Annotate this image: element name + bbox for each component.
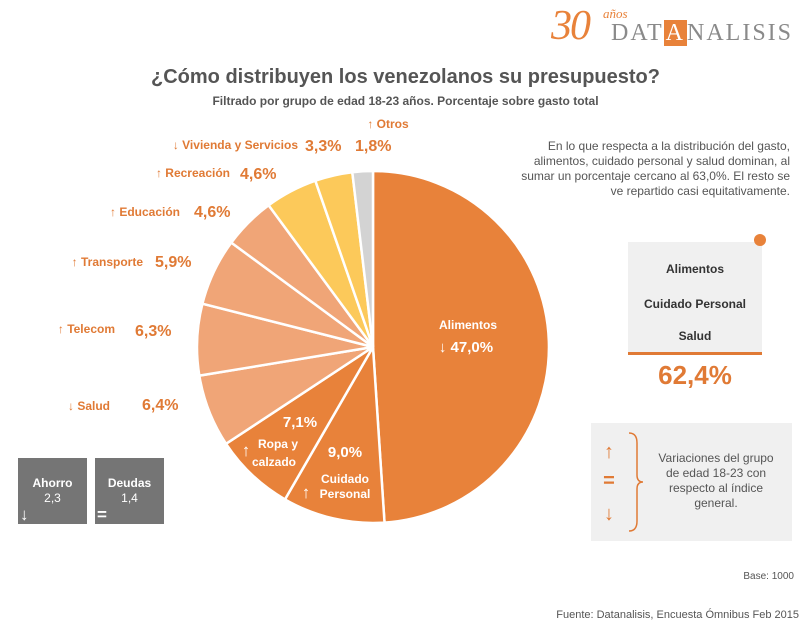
slice-value-educacion: 4,6% — [194, 204, 230, 221]
slice-label-transporte: ↑ Transporte — [72, 255, 144, 269]
pie-slice-alimentos — [371, 169, 551, 524]
description-text: En lo que respecta a la distribución del… — [521, 139, 790, 198]
datanalisis-logo: 30 años DATANALISIS — [551, 3, 801, 49]
source-note: Fuente: Datanalisis, Encuesta Ómnibus Fe… — [556, 609, 799, 621]
logo-brand: DATANALISIS — [611, 20, 794, 46]
slice-label-recreacion: ↑ Recreación — [156, 166, 230, 180]
deudas-label: Deudas — [107, 476, 152, 490]
slice-value-transporte: 5,9% — [155, 254, 191, 271]
logo-number: 30 — [551, 3, 591, 49]
slice-value-telecom: 6,3% — [135, 323, 171, 340]
summary-item-alimentos: Alimentos — [665, 262, 724, 276]
ahorro-label: Ahorro — [32, 476, 73, 490]
slice-label-telecom: ↑ Telecom — [58, 322, 115, 336]
base-note: Base: 1000 — [743, 571, 794, 582]
slice-value-cuidado-personal: 9,0% — [328, 444, 362, 461]
slice-value-salud: 6,4% — [142, 397, 178, 414]
chart-subtitle: Filtrado por grupo de edad 18-23 años. P… — [212, 94, 599, 108]
deudas-box: Deudas 1,4 = — [95, 458, 164, 524]
slice-value-otros: 1,8% — [355, 138, 391, 155]
slice-label-vivienda-y-servicios: ↓ Vivienda y Servicios — [173, 138, 299, 152]
slice-arrow-cuidado-personal: ↑ — [302, 483, 311, 502]
slice-label-alimentos: Alimentos — [439, 318, 497, 332]
slice-label-educacion: ↑ Educación — [110, 205, 180, 219]
brace-icon — [628, 432, 644, 532]
summary-item-salud: Salud — [678, 329, 712, 343]
slice-label-ropa-y-calzado-2: calzado — [252, 455, 296, 469]
variation-legend: ↑ = ↓ Variaciones del grupo de edad 18-2… — [591, 423, 792, 541]
slice-arrow-ropa-y-calzado: ↑ — [242, 441, 251, 460]
accent-dot — [754, 234, 766, 246]
pie-slice-cuidado-personal — [283, 342, 386, 525]
pie-slice-otros — [350, 169, 375, 348]
deudas-equal-icon: = — [97, 505, 107, 524]
slice-value-recreacion: 4,6% — [240, 166, 276, 183]
down-arrow-icon: ↓ — [604, 503, 614, 525]
logo-anos: años — [603, 6, 628, 21]
ahorro-down-arrow-icon: ↓ — [20, 505, 29, 524]
slice-value-ropa-y-calzado: 7,1% — [283, 414, 317, 431]
ahorro-box: Ahorro 2,3 ↓ — [18, 458, 87, 524]
up-arrow-icon: ↑ — [604, 441, 614, 463]
summary-box: Alimentos Cuidado Personal Salud — [628, 234, 766, 355]
slice-label-cuidado-personal-2: Personal — [320, 487, 371, 501]
deudas-value: 1,4 — [121, 491, 138, 505]
summary-total: 62,4% — [658, 360, 732, 390]
slice-label-ropa-y-calzado-1: Ropa y — [258, 437, 298, 451]
summary-item-cuidado: Cuidado Personal — [643, 297, 747, 311]
chart-title: ¿Cómo distribuyen los venezolanos su pre… — [151, 66, 660, 88]
slice-value-vivienda-y-servicios: 3,3% — [305, 138, 341, 155]
slice-label-cuidado-personal-1: Cuidado — [321, 472, 369, 486]
equal-icon: = — [603, 470, 615, 492]
slice-label-otros: ↑ Otros — [367, 117, 409, 131]
slice-value-alimentos: ↓ 47,0% — [439, 339, 493, 356]
slice-label-salud: ↓ Salud — [68, 399, 110, 413]
ahorro-value: 2,3 — [44, 491, 61, 505]
legend-text: Variaciones del grupo de edad 18-23 con … — [658, 451, 774, 510]
